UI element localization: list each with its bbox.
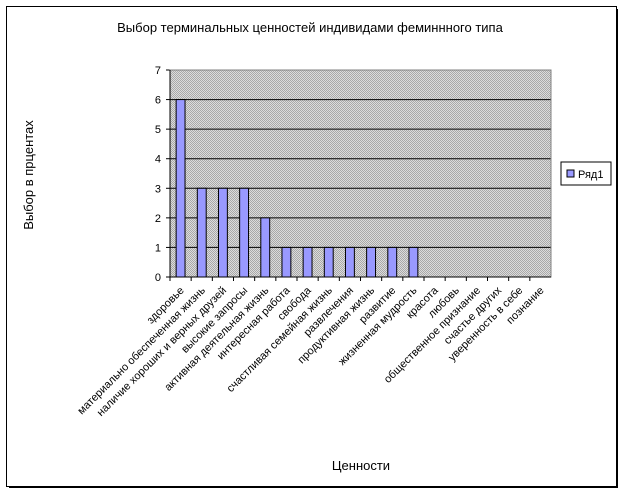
y-tick-label: 5 bbox=[155, 124, 161, 136]
y-tick-label: 1 bbox=[155, 242, 161, 254]
bar bbox=[323, 246, 334, 278]
y-tick-label: 4 bbox=[155, 154, 161, 166]
y-axis-title: Выбор в прцентах bbox=[21, 120, 36, 230]
bar bbox=[175, 99, 186, 278]
legend-swatch bbox=[566, 169, 575, 178]
bar bbox=[281, 246, 292, 278]
bar bbox=[408, 246, 419, 278]
plot-background bbox=[170, 70, 551, 277]
legend-label: Ряд1 bbox=[578, 169, 603, 181]
chart-title: Выбор терминальных ценностей индивидами … bbox=[117, 20, 503, 35]
y-tick-label: 6 bbox=[155, 95, 161, 107]
bar bbox=[366, 246, 377, 278]
bar bbox=[217, 187, 228, 278]
bar bbox=[239, 187, 250, 278]
y-tick-label: 3 bbox=[155, 183, 161, 195]
legend-box bbox=[560, 161, 612, 186]
bar bbox=[387, 246, 398, 278]
y-tick-label: 2 bbox=[155, 213, 161, 225]
bar bbox=[344, 246, 355, 278]
bar bbox=[302, 246, 313, 278]
y-tick-label: 0 bbox=[155, 272, 161, 284]
legend: Ряд1 bbox=[560, 161, 612, 186]
x-axis-title: Ценности bbox=[332, 458, 390, 473]
bar bbox=[196, 187, 207, 278]
y-tick-label: 7 bbox=[155, 65, 161, 77]
bar bbox=[260, 217, 271, 278]
